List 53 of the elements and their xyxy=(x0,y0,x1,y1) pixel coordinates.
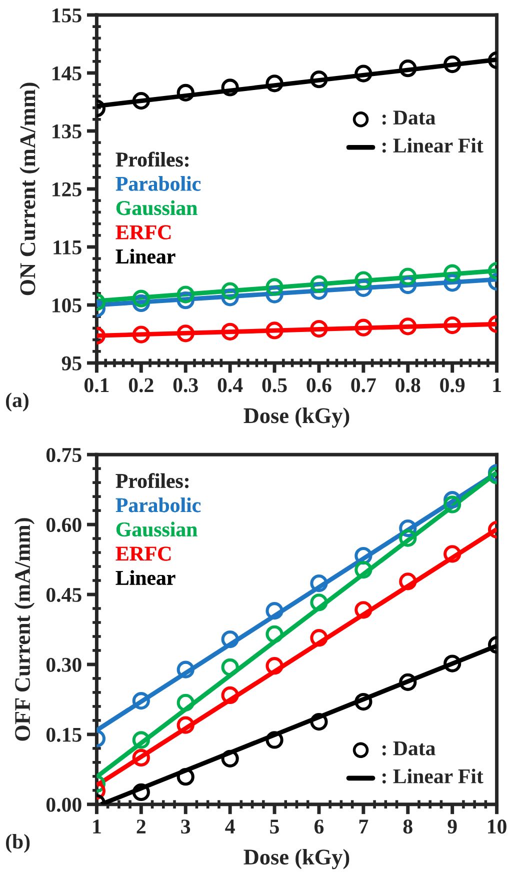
y-tick-label: 0.15 xyxy=(46,728,82,742)
y-tick-label: 0.30 xyxy=(46,658,82,672)
x-tick-label: 0.4 xyxy=(218,378,243,392)
y-tick-label: 0.45 xyxy=(46,588,82,602)
legend-title: Profiles: xyxy=(116,152,188,167)
x-tick-label: 1 xyxy=(493,378,501,392)
x-tick-label: 0.2 xyxy=(128,378,154,392)
text: (b) xyxy=(6,834,30,853)
text: Gaussian xyxy=(116,522,198,537)
x-tick-label: 0.6 xyxy=(306,378,332,392)
text: (a) xyxy=(6,392,28,412)
y-tick-label: 0.00 xyxy=(46,798,82,812)
x-tick-label: 2 xyxy=(136,820,146,834)
y-tick-label: 145 xyxy=(52,66,82,80)
x-tick-label: 5 xyxy=(270,820,279,834)
annotation: : Linear Fit xyxy=(382,768,484,784)
text: Parabolic xyxy=(116,498,201,512)
x-tick-label: 0.9 xyxy=(440,378,465,392)
x-tick-label: 10 xyxy=(488,820,506,834)
annotation: : Data xyxy=(382,742,436,756)
y-tick-label: 125 xyxy=(52,182,82,196)
y-tick-label: 115 xyxy=(54,240,82,254)
x-tick-label: 0.5 xyxy=(262,378,287,392)
x-tick-label: 3 xyxy=(181,820,190,834)
y-axis-title: ON Current (mA/mm) xyxy=(20,82,40,296)
text: Linear xyxy=(116,570,176,585)
text: Parabolic xyxy=(116,176,201,191)
y-tick-label: 105 xyxy=(52,298,82,312)
x-tick-label: 1 xyxy=(93,820,101,834)
y-tick-label: 95 xyxy=(62,356,82,370)
x-tick-label: 4 xyxy=(225,820,235,834)
y-tick-label: 0.60 xyxy=(46,518,82,532)
y-tick-label: 155 xyxy=(52,8,82,22)
text: ERFC xyxy=(116,225,171,240)
x-tick-label: 0.8 xyxy=(396,378,420,392)
x-tick-label: 9 xyxy=(448,820,457,834)
annotation: : Linear Fit xyxy=(382,138,484,153)
x-axis-title: Dose (kGy) xyxy=(244,848,350,870)
x-axis-title: Dose (kGy) xyxy=(244,408,350,428)
y-axis-title: OFF Current (mA/mm) xyxy=(14,518,35,741)
y-tick-label: 0.75 xyxy=(46,448,82,462)
text: Linear xyxy=(116,248,176,264)
y-tick-label: 135 xyxy=(52,124,82,138)
x-tick-label: 8 xyxy=(403,820,412,834)
annotation: : Data xyxy=(382,110,436,125)
legend-title: Profiles: xyxy=(116,473,188,488)
text: Gaussian xyxy=(116,200,198,216)
x-tick-label: 0.3 xyxy=(173,378,198,392)
x-tick-label: 7 xyxy=(359,820,368,834)
x-tick-label: 0.1 xyxy=(84,378,109,392)
x-tick-label: 6 xyxy=(314,820,324,834)
text: ERFC xyxy=(116,546,171,561)
x-tick-label: 0.7 xyxy=(351,378,376,392)
